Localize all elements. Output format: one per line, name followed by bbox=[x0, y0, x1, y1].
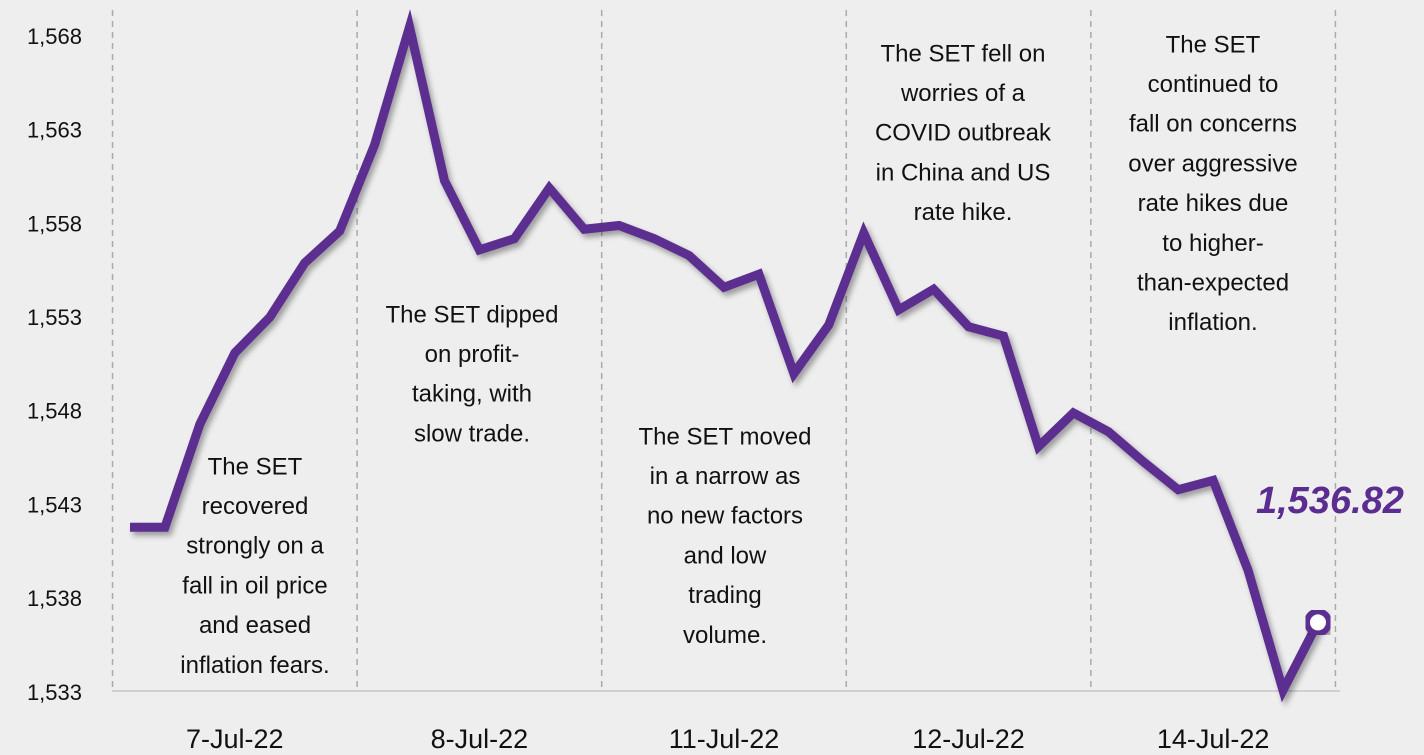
annotation: inflation. bbox=[1168, 309, 1257, 336]
y-tick-label: 1,538 bbox=[27, 586, 82, 611]
x-tick-label: 8-Jul-22 bbox=[431, 724, 529, 754]
annotation: in China and US bbox=[876, 159, 1051, 186]
annotation: strongly on a bbox=[186, 533, 324, 560]
annotation: COVID outbreak bbox=[875, 120, 1052, 147]
annotation: than-expected bbox=[1137, 270, 1289, 297]
value-label: 1,536.82 bbox=[1256, 480, 1404, 522]
annotation: volume. bbox=[683, 622, 767, 649]
annotation: fall on concerns bbox=[1129, 111, 1297, 138]
annotation: slow trade. bbox=[414, 420, 530, 447]
annotation: and low bbox=[684, 542, 767, 569]
annotation: The SET dipped bbox=[385, 301, 558, 328]
annotation: to higher- bbox=[1162, 230, 1263, 257]
annotation: taking, with bbox=[412, 381, 532, 408]
annotation: recovered bbox=[202, 493, 309, 520]
annotation: and eased bbox=[199, 612, 311, 639]
annotation: The SET bbox=[1166, 31, 1261, 58]
annotation: rate hikes due bbox=[1138, 190, 1289, 217]
line bbox=[130, 9, 1322, 703]
annotation: in a narrow as bbox=[650, 463, 801, 490]
annotation: The SET moved bbox=[639, 423, 812, 450]
annotation: The SET fell on bbox=[881, 40, 1046, 67]
annotation: no new factors bbox=[647, 503, 803, 530]
annotation: rate hike. bbox=[914, 199, 1013, 226]
y-tick-label: 1,568 bbox=[27, 24, 82, 49]
x-tick-label: 7-Jul-22 bbox=[186, 724, 284, 754]
annotation: on profit- bbox=[425, 341, 520, 368]
y-tick-label: 1,543 bbox=[27, 492, 82, 517]
y-tick-label: 1,558 bbox=[27, 211, 82, 236]
annotation: trading bbox=[688, 582, 761, 609]
annotation: over aggressive bbox=[1128, 150, 1297, 177]
annotation: continued to bbox=[1148, 71, 1279, 98]
annotation: fall in oil price bbox=[182, 572, 327, 599]
y-tick-label: 1,548 bbox=[27, 399, 82, 424]
y-tick-label: 1,553 bbox=[27, 305, 82, 330]
y-tick-label: 1,533 bbox=[27, 680, 82, 705]
annotation: inflation fears. bbox=[180, 652, 329, 679]
annotation: worries of a bbox=[900, 80, 1026, 107]
x-tick-label: 11-Jul-22 bbox=[669, 724, 780, 754]
x-tick-label: 14-Jul-22 bbox=[1157, 724, 1270, 754]
annotation: The SET bbox=[208, 453, 303, 480]
y-tick-label: 1,563 bbox=[27, 118, 82, 143]
end-marker bbox=[1303, 608, 1332, 637]
x-tick-label: 12-Jul-22 bbox=[912, 724, 1025, 754]
